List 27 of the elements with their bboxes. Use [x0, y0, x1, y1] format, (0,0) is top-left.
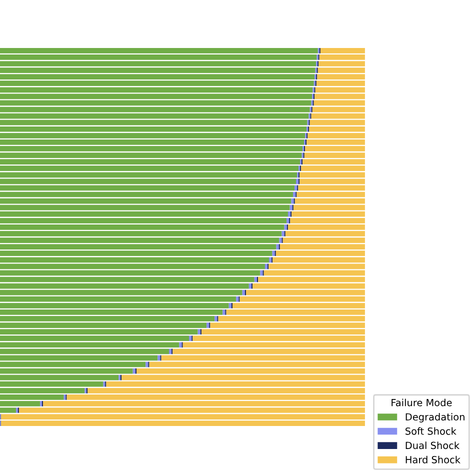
bar — [248, 283, 252, 289]
bar — [132, 368, 136, 374]
bar — [189, 336, 192, 342]
bar — [272, 250, 275, 256]
bar — [214, 316, 218, 322]
bar — [179, 342, 182, 348]
bar — [198, 329, 200, 334]
bar — [276, 244, 279, 250]
bar — [228, 302, 232, 308]
bar — [279, 238, 282, 243]
bar — [268, 257, 272, 263]
bar — [158, 355, 160, 361]
legend-label: Dual Shock — [406, 442, 460, 450]
bar — [236, 296, 239, 302]
bar — [282, 231, 284, 236]
bar — [254, 276, 257, 282]
bar — [206, 322, 210, 328]
bar — [242, 290, 245, 296]
legend-label: Degradation — [406, 413, 464, 422]
legend-label: Hard Shock — [406, 456, 460, 464]
bar — [260, 270, 263, 276]
bar — [264, 264, 268, 270]
bar — [222, 310, 226, 315]
bar — [168, 348, 172, 354]
bar — [146, 362, 148, 368]
legend-title: Failure Mode — [392, 398, 452, 406]
legend-label: Soft Shock — [406, 427, 456, 435]
